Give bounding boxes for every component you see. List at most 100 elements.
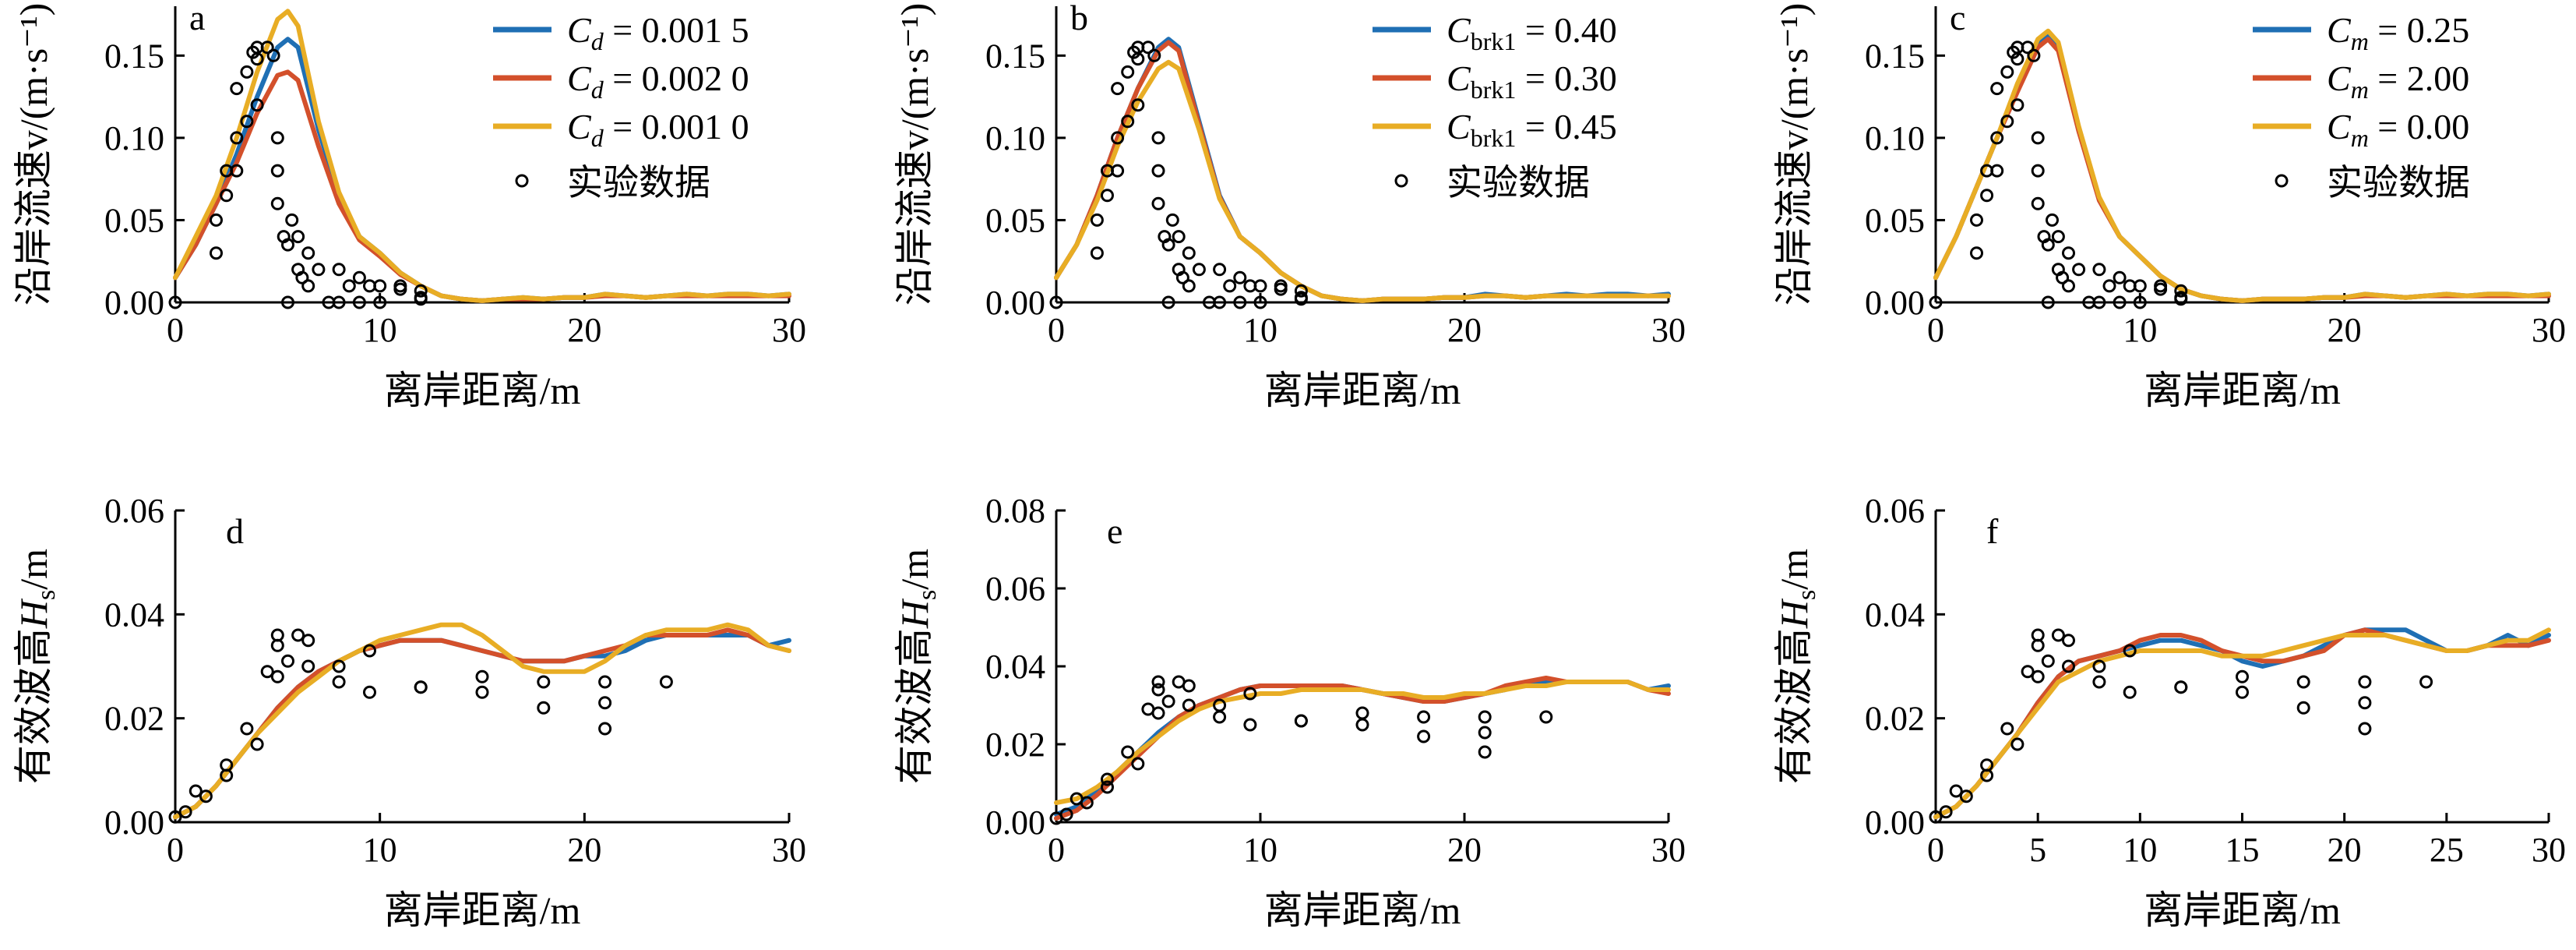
panel-label: c — [1950, 0, 1965, 37]
observation-point — [270, 131, 284, 145]
observation-point — [1990, 164, 2004, 178]
observation-point — [1223, 279, 1237, 293]
y-tick-label: 0.05 — [985, 201, 1045, 239]
observation-point — [1417, 710, 1431, 724]
x-tick-label: 10 — [2123, 311, 2157, 349]
observation-point — [2027, 48, 2041, 62]
observation-point — [2062, 279, 2075, 293]
legend-entry: Cd = 0.001 5 — [567, 10, 749, 55]
y-axis-label: 沿岸流速v/(m·s⁻¹) — [1772, 3, 1816, 306]
observation-point — [2296, 701, 2310, 715]
observation-point — [363, 685, 376, 699]
legend-obs-marker — [2275, 174, 2289, 188]
observation-point — [2154, 282, 2168, 296]
observation-point — [285, 213, 299, 227]
observation-point — [210, 213, 223, 227]
observation-point — [537, 701, 551, 715]
observation-point — [230, 164, 244, 178]
x-tick-label: 30 — [1651, 831, 1686, 869]
legend-entry: 实验数据 — [2327, 163, 2470, 203]
x-tick-label: 20 — [2328, 831, 2362, 869]
x-axis-label: 离岸距离/m — [2144, 369, 2341, 412]
observation-point — [2174, 292, 2188, 306]
chart-panel-c: 0 10 20 30 0.00 0.05 0.10 0.15 离岸距离/m 沿岸流速v/(m·s⁻… — [1772, 0, 2566, 412]
observation-point — [1131, 757, 1145, 771]
observation-point — [1949, 784, 1963, 798]
x-tick-label: 5 — [2029, 831, 2046, 869]
observation-point — [266, 48, 280, 62]
series-line-red — [1054, 676, 1671, 821]
observation-point — [1161, 238, 1175, 252]
observation-point — [1161, 694, 1175, 708]
y-axis-label: 沿岸流速v/(m·s⁻¹) — [893, 3, 936, 306]
observation-point — [301, 279, 315, 293]
observation-point — [1101, 780, 1114, 794]
x-tick-label: 30 — [2532, 311, 2566, 349]
x-tick-label: 0 — [167, 831, 184, 869]
x-tick-label: 0 — [1048, 311, 1065, 349]
y-tick-label: 0.10 — [985, 119, 1045, 157]
observation-point — [414, 284, 428, 298]
legend-entry: Cd = 0.002 0 — [567, 58, 749, 104]
observation-point — [1182, 698, 1196, 712]
observation-point — [2133, 295, 2147, 309]
chart-panel-b: 0 10 20 30 0.00 0.05 0.10 0.15 离岸距离/m 沿岸流速v/(m·s⁻… — [893, 0, 1686, 412]
observation-point — [1970, 213, 1983, 227]
observation-point — [260, 41, 274, 55]
x-tick-label: 0 — [1048, 831, 1065, 869]
observation-point — [2041, 654, 2055, 668]
observation-point — [393, 282, 407, 296]
observation-point — [1233, 295, 1247, 309]
observation-point — [1929, 295, 1943, 309]
legend-entry: Cm = 0.00 — [2327, 107, 2469, 152]
observation-point — [2123, 685, 2137, 699]
observation-point — [1929, 810, 1943, 824]
chart-panel-e: 0 10 20 30 0.00 0.02 0.04 0.06 0.08 离岸距离/m 有效波高Hs/… — [893, 492, 1686, 932]
x-tick-label: 10 — [363, 311, 397, 349]
y-axis-label: 有效波高Hs/m — [893, 549, 942, 784]
observation-point — [2092, 659, 2106, 673]
panel-label: a — [189, 0, 205, 37]
observation-point — [250, 98, 264, 112]
x-tick-label: 0 — [1927, 311, 1944, 349]
observation-point — [1090, 246, 1104, 260]
observation-point — [352, 270, 366, 284]
y-tick-label: 0.06 — [104, 492, 164, 530]
observation-point — [373, 295, 387, 309]
observation-point — [1243, 687, 1257, 701]
y-axis-label: 有效波高Hs/m — [1772, 549, 1821, 784]
x-tick-label: 20 — [1447, 831, 1482, 869]
x-tick-label: 20 — [567, 831, 601, 869]
observation-point — [1355, 718, 1369, 732]
observation-point — [1478, 726, 1492, 740]
observation-point — [2062, 246, 2075, 260]
observation-point — [659, 675, 673, 689]
panel-label: f — [1986, 511, 1999, 551]
observation-point — [2174, 284, 2188, 298]
observation-point — [270, 638, 284, 652]
observation-point — [199, 789, 213, 803]
observation-point — [332, 675, 346, 689]
observation-point — [168, 810, 182, 824]
observation-point — [2072, 263, 2086, 277]
observation-point — [1294, 292, 1308, 306]
x-axis-label: 离岸距离/m — [384, 369, 581, 412]
x-tick-label: 10 — [1243, 831, 1277, 869]
x-tick-label: 30 — [772, 831, 806, 869]
y-tick-label: 0.10 — [1865, 119, 1925, 157]
observation-point — [2000, 722, 2014, 736]
observation-point — [373, 279, 387, 293]
observation-point — [1990, 131, 2004, 145]
observation-point — [2296, 675, 2310, 689]
legend: Cd = 0.001 5Cd = 0.002 0Cd = 0.001 0 实验数据 — [493, 10, 749, 203]
observation-point — [1980, 768, 1994, 782]
observation-point — [1182, 246, 1196, 260]
observation-point — [2031, 669, 2045, 683]
observation-point — [2051, 230, 2065, 244]
observation-point — [1049, 295, 1063, 309]
observation-point — [240, 115, 254, 129]
x-tick-label: 15 — [2225, 831, 2260, 869]
series-line-red — [173, 627, 791, 820]
observation-point — [1080, 796, 1094, 810]
